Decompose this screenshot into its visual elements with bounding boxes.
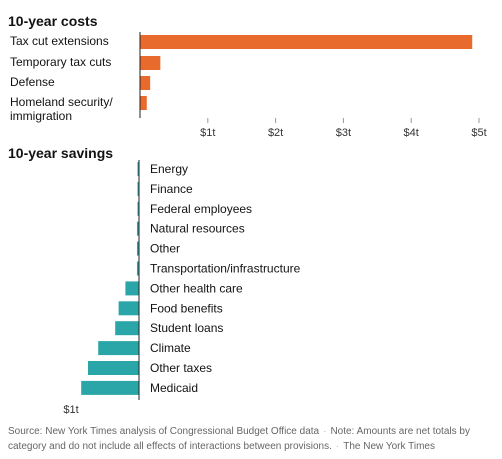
savings-category-label: Natural resources (150, 222, 245, 236)
savings-category-label: Energy (150, 162, 188, 176)
savings-bar (125, 281, 139, 296)
cost-category-label: Defense (10, 75, 55, 89)
savings-category-label: Finance (150, 182, 193, 196)
savings-category-label: Other health care (150, 281, 243, 295)
costs-tick-label: $1t (200, 127, 215, 139)
footer-note: Source: New York Times analysis of Congr… (8, 424, 488, 454)
savings-category-label: Transportation/infrastructure (150, 262, 301, 276)
cost-category-label: immigration (10, 109, 72, 123)
costs-tick-label: $4t (404, 127, 419, 139)
costs-tick-label: $5t (471, 127, 486, 139)
savings-bar (88, 361, 139, 375)
costs-title: 10-year costs (8, 13, 98, 29)
savings-bar (136, 241, 139, 256)
savings-category-label: Other (150, 242, 180, 256)
cost-category-label: Homeland security/ (10, 95, 113, 109)
cost-category-label: Temporary tax cuts (10, 55, 111, 69)
savings-category-label: Other taxes (150, 361, 212, 375)
cost-bar (140, 35, 473, 49)
cost-category-label: Tax cut extensions (10, 34, 109, 48)
cost-bar (140, 56, 161, 70)
savings-bar (98, 341, 139, 356)
savings-bar (118, 301, 139, 316)
savings-bar (115, 321, 139, 336)
source-text: Source: New York Times analysis of Congr… (8, 426, 320, 437)
credit-text: The New York Times (343, 441, 435, 452)
separator-dot: · (323, 426, 327, 437)
separator-dot: · (335, 441, 340, 452)
savings-bar (136, 221, 139, 236)
costs-tick-label: $2t (268, 127, 283, 139)
savings-bar (137, 181, 139, 196)
note-text: Note: Amounts are net totals by category… (8, 426, 470, 452)
costs-tick-label: $3t (336, 127, 351, 139)
savings-category-label: Climate (150, 341, 191, 355)
savings-title: 10-year savings (8, 145, 113, 161)
cost-bar (140, 76, 151, 90)
savings-bar (81, 380, 139, 395)
savings-category-label: Federal employees (150, 202, 252, 216)
savings-bar (137, 201, 139, 216)
savings-bar (136, 261, 139, 276)
costs-chart: 10-year costs Tax cut extensions Temporary… (8, 13, 487, 139)
savings-category-label: Food benefits (150, 301, 223, 315)
savings-chart: 10-year savings Energy Finance Federal empl… (8, 145, 301, 416)
savings-category-label: Student loans (150, 321, 223, 335)
savings-category-label: Medicaid (150, 381, 198, 395)
savings-tick-label: $1t (63, 404, 78, 416)
cost-bar (140, 96, 147, 110)
savings-bar (137, 162, 139, 176)
